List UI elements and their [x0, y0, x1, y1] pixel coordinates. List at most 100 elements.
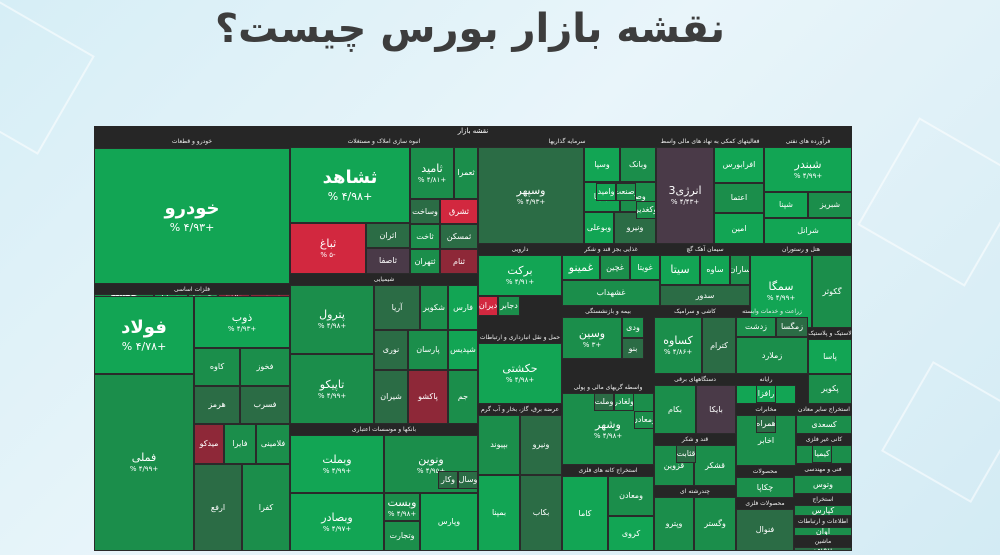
stock-tile[interactable]: اخابر: [736, 415, 796, 466]
stock-tile[interactable]: کروی: [608, 516, 654, 551]
stock-tile[interactable]: زمگسا: [776, 317, 808, 337]
stock-tile[interactable]: فلامینی: [256, 424, 290, 464]
stock-tile[interactable]: شکویر: [420, 285, 448, 330]
stock-tile[interactable]: ثاصفا: [366, 248, 410, 274]
stock-tile[interactable]: افرابورس: [714, 147, 764, 183]
stock-tile[interactable]: وتجارت: [384, 521, 420, 551]
stock-tile[interactable]: وبانک: [620, 147, 656, 182]
stock-tile[interactable]: وصنعت: [616, 183, 636, 201]
stock-tile[interactable]: ساوه: [700, 255, 730, 285]
stock-tile[interactable]: وبصادر% ۴/۹۷+: [290, 493, 384, 551]
stock-tile[interactable]: وبست% ۴/۹۸+: [384, 493, 420, 521]
stock-tile[interactable]: کپارس: [794, 505, 852, 516]
stock-tile[interactable]: فارس: [448, 285, 478, 330]
stock-tile[interactable]: پارسان: [408, 330, 448, 370]
stock-tile[interactable]: ثعمرا: [454, 147, 478, 199]
stock-tile[interactable]: شپدیس: [448, 330, 478, 370]
stock-tile[interactable]: بمپنا: [478, 475, 520, 551]
stock-tile[interactable]: خودرو % ۴/۹۳+: [94, 148, 290, 284]
stock-tile[interactable]: پترول% ۴/۹۸+: [290, 285, 374, 354]
stock-tile[interactable]: وساخت: [410, 199, 440, 224]
stock-tile[interactable]: غمینو: [562, 255, 600, 280]
stock-tile[interactable]: پاسا: [808, 339, 852, 374]
stock-tile[interactable]: شبریز: [808, 192, 852, 218]
stock-tile[interactable]: ثتهران: [410, 249, 440, 274]
stock-tile[interactable]: ثامید% ۴/۸۱+: [410, 147, 454, 199]
stock-tile[interactable]: تپمپی: [794, 547, 852, 551]
stock-tile[interactable]: ثشاهد % ۴/۹۸+: [290, 147, 410, 223]
stock-tile[interactable]: کیمیا: [812, 445, 832, 463]
stock-tile[interactable]: تاپیکو% ۴/۹۹+: [290, 354, 374, 424]
stock-tile[interactable]: بکام: [654, 385, 696, 434]
stock-tile[interactable]: ومعادن: [634, 411, 654, 429]
stock-tile[interactable]: دیران: [478, 296, 498, 316]
stock-tile[interactable]: وپترو: [654, 497, 694, 551]
stock-tile[interactable]: ثشرق: [440, 199, 478, 224]
stock-tile[interactable]: انرژی3% ۴/۴۳+: [656, 147, 714, 244]
stock-tile[interactable]: وسپا: [584, 147, 620, 182]
stock-tile[interactable]: گکوثر: [812, 255, 852, 328]
stock-tile[interactable]: برکت% ۴/۹۱+: [478, 255, 562, 296]
stock-tile[interactable]: بنو: [622, 338, 644, 359]
stock-tile[interactable]: وسال: [458, 471, 478, 489]
stock-tile[interactable]: ثباغ% ۵-: [290, 223, 366, 274]
stock-tile[interactable]: کسعدی: [796, 415, 852, 434]
stock-tile[interactable]: دجابر: [498, 296, 520, 316]
stock-tile[interactable]: شبندر% ۴/۹۹+: [764, 147, 852, 192]
stock-tile[interactable]: وبملت% ۴/۹۹+: [290, 435, 384, 493]
stock-tile[interactable]: کفرا: [242, 464, 290, 551]
stock-tile[interactable]: پکویر: [808, 374, 852, 404]
stock-tile[interactable]: اعتما: [714, 183, 764, 213]
stock-tile[interactable]: ونیرو: [520, 415, 562, 475]
stock-tile[interactable]: ثاخت: [410, 224, 440, 249]
stock-tile[interactable]: بکاب: [520, 475, 562, 551]
stock-tile[interactable]: کاما: [562, 476, 608, 551]
stock-tile[interactable]: بپیوند: [478, 415, 520, 475]
stock-tile[interactable]: وکار: [438, 471, 458, 489]
stock-tile[interactable]: ارفع: [194, 464, 242, 551]
stock-tile[interactable]: ثنام: [440, 249, 478, 274]
stock-tile[interactable]: امین: [714, 213, 764, 244]
stock-tile[interactable]: کترام: [702, 317, 736, 374]
stock-tile[interactable]: شپنا: [764, 192, 808, 218]
stock-tile[interactable]: فسرب: [240, 386, 290, 424]
stock-tile[interactable]: قشکر: [694, 445, 736, 486]
stock-tile[interactable]: اثران: [366, 223, 410, 248]
stock-tile[interactable]: فایرا: [224, 424, 256, 464]
stock-tile[interactable]: غویتا: [630, 255, 660, 280]
stock-tile[interactable]: شیران: [374, 370, 408, 424]
stock-tile[interactable]: ذوب% ۴/۹۳+: [194, 296, 290, 348]
stock-tile[interactable]: ومعادن: [608, 476, 654, 516]
stock-tile[interactable]: غچین: [600, 255, 630, 280]
stock-tile[interactable]: حکشتی% ۴/۹۸+: [478, 343, 562, 404]
stock-tile[interactable]: ودی: [622, 317, 644, 338]
stock-tile[interactable]: وملت: [594, 393, 614, 411]
stock-tile[interactable]: وپارس: [420, 493, 478, 551]
stock-tile[interactable]: جم: [448, 370, 478, 424]
stock-tile[interactable]: وتوس: [794, 475, 852, 494]
stock-tile[interactable]: غشهداب: [562, 280, 660, 306]
stock-tile[interactable]: ساران: [730, 255, 750, 285]
stock-tile[interactable]: همراه: [756, 415, 776, 433]
stock-tile[interactable]: میدکو: [194, 424, 224, 464]
stock-tile[interactable]: آریا: [374, 285, 420, 330]
stock-tile[interactable]: سیتا: [660, 255, 700, 285]
stock-tile[interactable]: وگستر: [694, 497, 736, 551]
stock-tile[interactable]: وبوعلی: [584, 212, 614, 244]
stock-tile[interactable]: زدشت: [736, 317, 776, 337]
stock-tile[interactable]: چکاپا: [736, 477, 794, 498]
stock-tile[interactable]: فنوال: [736, 509, 794, 551]
stock-tile[interactable]: وامید: [596, 183, 616, 201]
stock-tile[interactable]: وکغدیر: [636, 201, 656, 219]
stock-tile[interactable]: هرمز: [194, 386, 240, 424]
stock-tile[interactable]: ولغادر: [614, 393, 634, 411]
stock-tile[interactable]: کساوه% ۴/۸۶+: [654, 317, 702, 374]
stock-tile[interactable]: کاوه: [194, 348, 240, 386]
stock-tile[interactable]: شرانل: [764, 218, 852, 244]
stock-tile[interactable]: پاکشو: [408, 370, 448, 424]
stock-tile[interactable]: اوان: [794, 527, 852, 536]
stock-tile[interactable]: ثمسکن: [440, 224, 478, 249]
stock-tile[interactable]: قثابت: [676, 445, 696, 463]
stock-tile[interactable]: فخوز: [240, 348, 290, 386]
stock-tile[interactable]: وسین% ۳+: [562, 317, 622, 359]
